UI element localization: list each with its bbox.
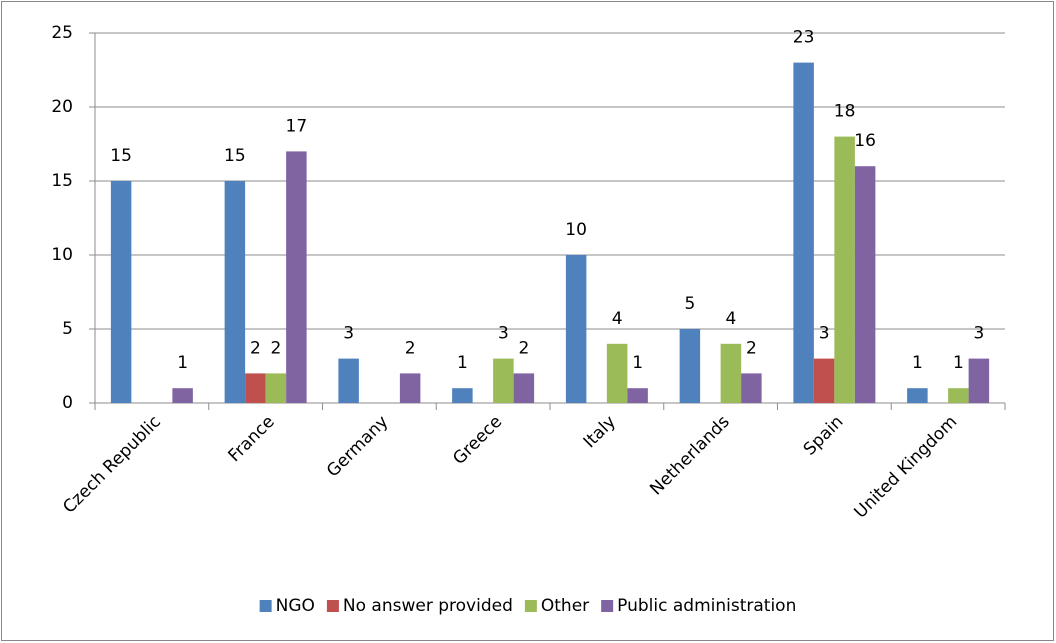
y-tick-label: 0 bbox=[62, 393, 73, 413]
legend-label: No answer provided bbox=[343, 596, 513, 616]
data-label: 3 bbox=[973, 324, 984, 344]
y-tick-label: 20 bbox=[51, 97, 73, 117]
bar bbox=[513, 373, 535, 403]
data-label: 1 bbox=[953, 353, 964, 373]
data-label: 17 bbox=[286, 116, 308, 136]
legend-swatch bbox=[524, 600, 537, 612]
data-label: 3 bbox=[498, 324, 509, 344]
bar bbox=[679, 329, 701, 403]
bar bbox=[338, 358, 359, 403]
data-label: 2 bbox=[405, 338, 416, 358]
data-label: 2 bbox=[250, 338, 261, 358]
data-label: 3 bbox=[343, 324, 354, 344]
y-tick-label: 10 bbox=[51, 245, 73, 265]
bar bbox=[286, 151, 307, 403]
bar bbox=[606, 343, 628, 403]
bar bbox=[399, 373, 421, 403]
data-label: 16 bbox=[854, 131, 876, 151]
legend-swatch bbox=[601, 600, 614, 612]
legend-label: NGO bbox=[276, 596, 315, 616]
bar bbox=[793, 62, 814, 403]
y-tick-label: 25 bbox=[51, 23, 73, 43]
data-label: 1 bbox=[632, 353, 643, 373]
bar bbox=[968, 358, 990, 403]
bar bbox=[834, 136, 855, 403]
data-label: 1 bbox=[912, 353, 923, 373]
data-label: 4 bbox=[612, 309, 623, 329]
bar bbox=[172, 388, 193, 403]
bar bbox=[265, 373, 287, 403]
y-tick-label: 5 bbox=[62, 319, 73, 339]
bar bbox=[224, 181, 246, 403]
data-label: 2 bbox=[518, 338, 529, 358]
bar bbox=[452, 388, 473, 403]
data-label: 15 bbox=[110, 146, 132, 166]
bar bbox=[565, 255, 587, 403]
bar bbox=[245, 373, 266, 403]
bar bbox=[907, 388, 928, 403]
bar bbox=[948, 388, 969, 403]
legend-swatch bbox=[259, 600, 272, 612]
data-label: 1 bbox=[177, 353, 188, 373]
bar bbox=[854, 166, 876, 403]
bar bbox=[110, 181, 132, 403]
y-tick-label: 15 bbox=[51, 171, 73, 191]
data-label: 5 bbox=[684, 294, 695, 314]
bar bbox=[720, 343, 742, 403]
legend-swatch bbox=[326, 600, 339, 612]
data-label: 2 bbox=[746, 338, 757, 358]
legend-label: Public administration bbox=[617, 596, 796, 616]
data-label: 23 bbox=[793, 28, 815, 48]
data-label: 1 bbox=[457, 353, 468, 373]
data-label: 2 bbox=[270, 338, 281, 358]
data-label: 10 bbox=[565, 220, 587, 240]
bar bbox=[493, 358, 514, 403]
bar bbox=[813, 358, 835, 403]
legend-label: Other bbox=[541, 596, 589, 616]
data-label: 18 bbox=[834, 102, 856, 122]
data-label: 3 bbox=[819, 324, 830, 344]
bar bbox=[741, 373, 762, 403]
bar bbox=[627, 388, 648, 403]
data-label: 15 bbox=[224, 146, 246, 166]
data-label: 4 bbox=[725, 309, 736, 329]
